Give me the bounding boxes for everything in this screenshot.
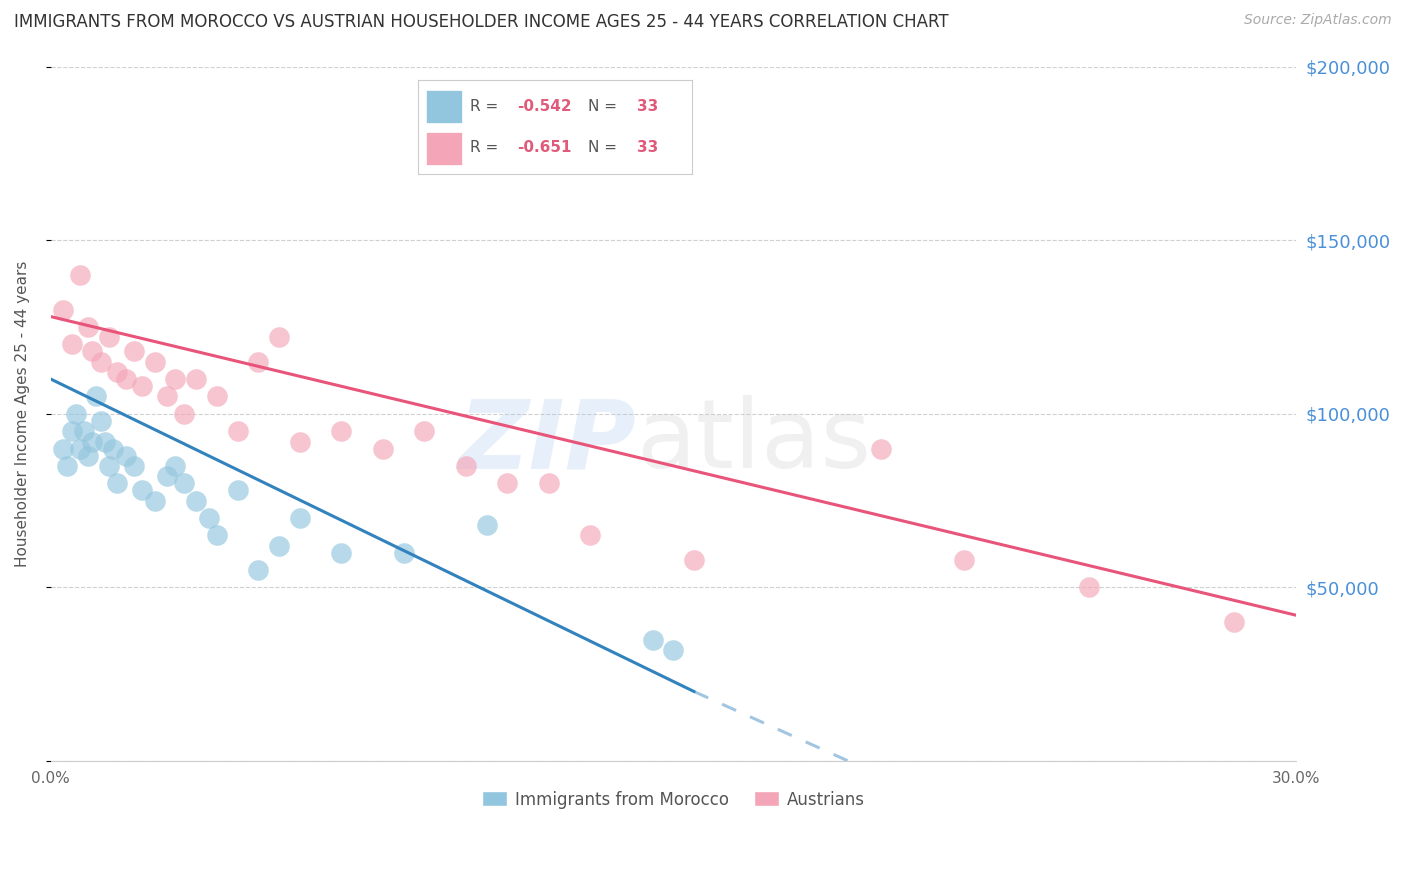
Point	[496, 476, 519, 491]
Point	[371, 442, 394, 456]
Point	[77, 320, 100, 334]
Text: ZIP: ZIP	[458, 395, 636, 488]
Point	[156, 469, 179, 483]
Point	[90, 355, 112, 369]
Point	[52, 302, 75, 317]
Text: IMMIGRANTS FROM MOROCCO VS AUSTRIAN HOUSEHOLDER INCOME AGES 25 - 44 YEARS CORREL: IMMIGRANTS FROM MOROCCO VS AUSTRIAN HOUS…	[14, 13, 949, 31]
Point	[94, 434, 117, 449]
Point	[173, 407, 195, 421]
Point	[184, 372, 207, 386]
Point	[953, 552, 976, 566]
Point	[97, 458, 120, 473]
Point	[205, 528, 228, 542]
Point	[77, 449, 100, 463]
Point	[101, 442, 124, 456]
Point	[60, 424, 83, 438]
Point	[537, 476, 560, 491]
Y-axis label: Householder Income Ages 25 - 44 years: Householder Income Ages 25 - 44 years	[15, 260, 30, 567]
Point	[156, 389, 179, 403]
Point	[122, 458, 145, 473]
Text: atlas: atlas	[636, 395, 872, 488]
Point	[165, 458, 187, 473]
Point	[579, 528, 602, 542]
Point	[56, 458, 79, 473]
Point	[226, 424, 249, 438]
Point	[392, 546, 415, 560]
Point	[69, 268, 91, 282]
Point	[413, 424, 436, 438]
Point	[288, 434, 311, 449]
Point	[90, 414, 112, 428]
Point	[114, 449, 136, 463]
Point	[114, 372, 136, 386]
Point	[330, 546, 353, 560]
Point	[69, 442, 91, 456]
Point	[97, 330, 120, 344]
Point	[73, 424, 96, 438]
Point	[205, 389, 228, 403]
Point	[269, 330, 291, 344]
Point	[143, 355, 166, 369]
Point	[1223, 615, 1246, 630]
Point	[82, 434, 104, 449]
Point	[247, 355, 270, 369]
Point	[683, 552, 706, 566]
Point	[288, 511, 311, 525]
Point	[247, 563, 270, 577]
Point	[173, 476, 195, 491]
Point	[131, 379, 153, 393]
Point	[165, 372, 187, 386]
Point	[60, 337, 83, 351]
Point	[143, 493, 166, 508]
Point	[1077, 581, 1099, 595]
Point	[105, 476, 128, 491]
Point	[662, 643, 685, 657]
Point	[105, 365, 128, 379]
Point	[82, 344, 104, 359]
Point	[184, 493, 207, 508]
Point	[454, 458, 477, 473]
Legend: Immigrants from Morocco, Austrians: Immigrants from Morocco, Austrians	[475, 784, 872, 815]
Text: Source: ZipAtlas.com: Source: ZipAtlas.com	[1244, 13, 1392, 28]
Point	[52, 442, 75, 456]
Point	[226, 483, 249, 498]
Point	[65, 407, 87, 421]
Point	[870, 442, 893, 456]
Point	[330, 424, 353, 438]
Point	[475, 518, 498, 533]
Point	[86, 389, 108, 403]
Point	[122, 344, 145, 359]
Point	[131, 483, 153, 498]
Point	[269, 539, 291, 553]
Point	[197, 511, 219, 525]
Point	[641, 632, 664, 647]
